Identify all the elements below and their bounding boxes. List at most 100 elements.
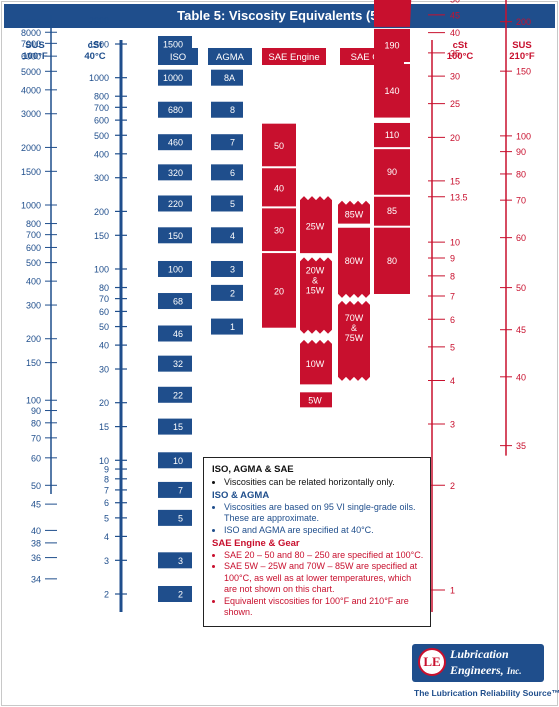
note-bullet: Equivalent viscosities for 100°F and 210… [224, 596, 424, 619]
agma-bar [211, 69, 243, 86]
sus100-tick-label: 45 [31, 500, 41, 510]
agma-bar-label: 8A [224, 73, 235, 83]
agma-bar-label: 5 [230, 199, 235, 209]
series-header-label: ISO [170, 52, 186, 63]
sus210-tick-label: 90 [516, 147, 526, 157]
cst100-tick-label: 6 [450, 315, 455, 325]
cst40-tick-label: 7 [104, 485, 109, 495]
agma-bar [211, 134, 243, 151]
sae-engine-bar-label: 20 [274, 286, 284, 296]
sus210-tick-label: 200 [516, 17, 531, 27]
agma-bar [211, 227, 243, 244]
sae-gear-bar-label: 140 [384, 86, 399, 96]
agma-bar [211, 260, 243, 277]
cst100-tick-label: 20 [450, 133, 460, 143]
cst100-tick-label: 3 [450, 420, 455, 430]
cst40-tick-label: 300 [94, 173, 109, 183]
cst100-tick-label: 45 [450, 10, 460, 20]
cst100-tick-label: 2 [450, 481, 455, 491]
cst40-tick-label: 150 [94, 231, 109, 241]
axis-header: SUS [512, 40, 532, 51]
cst40-tick-label: 70 [99, 294, 109, 304]
agma-bar [211, 164, 243, 181]
axis-header: 210°F [509, 51, 535, 62]
sus100-tick-label: 40 [31, 526, 41, 536]
sus100-tick-label: 200 [26, 334, 41, 344]
iso-bar [158, 552, 192, 569]
notes-section-sae: SAE Engine & Gear [212, 538, 300, 549]
iso-bar-label: 680 [168, 105, 183, 115]
sus100-tick-label: 500 [26, 258, 41, 268]
cst40-tick-label: 10 [99, 456, 109, 466]
sae-gear-bar [374, 149, 410, 195]
cst100-tick-label: 4 [450, 376, 455, 386]
agma-bar [211, 284, 243, 301]
iso-bar-label: 5 [178, 513, 183, 523]
cst40-tick-label: 200 [94, 207, 109, 217]
sae-gear-bar [374, 64, 410, 118]
sus210-tick-label: 80 [516, 169, 526, 179]
sae-engine-bar [300, 339, 332, 385]
cst40-tick-label: 40 [99, 341, 109, 351]
sae-engine-bar-label: 25W [306, 222, 325, 232]
sus100-tick-label: 6000 [21, 52, 41, 62]
iso-bar-label: 320 [168, 168, 183, 178]
sus100-tick-label: 5000 [21, 67, 41, 77]
sae-gear-bar [374, 196, 410, 226]
cst40-tick-label: 1500 [89, 40, 109, 50]
sus100-tick-label: 90 [31, 406, 41, 416]
iso-bar-label: 22 [173, 390, 183, 400]
sus100-tick-label: 700 [26, 230, 41, 240]
sae-gear-bar [338, 300, 370, 381]
iso-bar [158, 101, 192, 118]
note-bullet: Viscosities are based on 95 VI single-gr… [224, 502, 424, 525]
sae-engine-bar [300, 257, 332, 334]
cst100-tick-label: 10 [450, 238, 460, 248]
cst40-tick-label: 500 [94, 131, 109, 141]
note-bullet: Viscosities can be related horizontally … [224, 477, 424, 489]
sus100-tick-label: 7000 [21, 39, 41, 49]
series-header-label: SAE Gear [351, 52, 394, 63]
cst100-tick-label: 7 [450, 291, 455, 301]
sus210-tick-label: 45 [516, 325, 526, 335]
sae-gear-bar [338, 227, 370, 298]
sus210-tick-label: 35 [516, 441, 526, 451]
sus100-tick-label: 600 [26, 243, 41, 253]
sae-gear-bar-label: 90 [387, 167, 397, 177]
sae-engine-bar-label: 15W [306, 285, 325, 295]
iso-bar-label: 1500 [163, 40, 183, 50]
sae-gear-bar-label: 190 [384, 40, 399, 50]
sae-gear-bar-label: 110 [385, 130, 399, 140]
sus100-tick-label: 4000 [21, 85, 41, 95]
iso-bar-label: 150 [168, 231, 183, 241]
series-header [262, 48, 326, 65]
agma-bar-label: 7 [230, 138, 235, 148]
cst100-tick-label: 9 [450, 254, 455, 264]
sus100-tick-label: 400 [26, 277, 41, 287]
axis-header: cSt [453, 40, 469, 51]
series-header-label: SAE Engine [268, 52, 319, 63]
cst40-tick-label: 30 [99, 365, 109, 375]
sae-engine-bar [300, 392, 332, 408]
logo-line2: Engineers, Inc. [450, 663, 521, 678]
sus210-tick-label: 150 [516, 67, 531, 77]
sae-gear-bar [374, 0, 412, 27]
iso-bar-label: 1000 [163, 73, 183, 83]
agma-bar-label: 4 [230, 231, 235, 241]
cst40-tick-label: 20 [99, 398, 109, 408]
cst40-tick-label: 6 [104, 498, 109, 508]
sae-gear-bar [374, 28, 410, 63]
agma-bar-label: 1 [230, 322, 235, 332]
agma-bar-label: 2 [230, 288, 235, 298]
sus100-tick-label: 34 [31, 574, 41, 584]
sae-engine-bar [262, 253, 296, 328]
sus100-tick-label: 3000 [21, 109, 41, 119]
sae-engine-bar-label: 40 [274, 183, 284, 193]
sae-engine-bar [300, 196, 332, 254]
agma-bar-label: 6 [230, 168, 235, 178]
iso-bar-label: 3 [178, 556, 183, 566]
iso-bar-label: 46 [173, 329, 183, 339]
sae-engine-bar-label: 5W [308, 395, 322, 405]
